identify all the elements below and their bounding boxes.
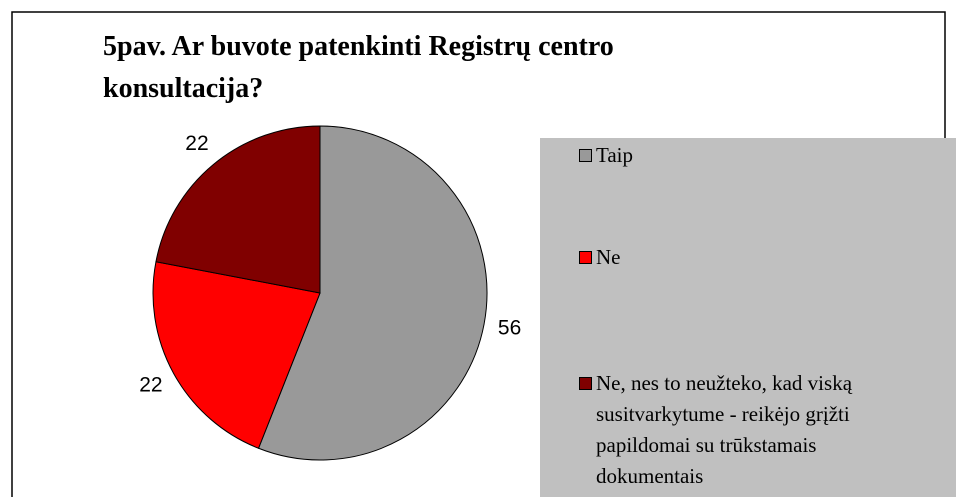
pie-slice [155, 125, 321, 294]
legend-swatch [579, 149, 592, 162]
legend-label: Taip [596, 143, 634, 167]
data-label: 22 [185, 132, 208, 155]
legend-entry: Taip [579, 140, 920, 171]
legend-entry: Ne [579, 242, 920, 273]
chart-title: 5pav. Ar buvote patenkinti Registrų cent… [103, 31, 614, 104]
legend-label: Ne [596, 245, 621, 269]
legend-label: Ne, nes to neužteko, kad viską susitvark… [596, 371, 853, 488]
pie-slice [152, 261, 321, 449]
legend-swatch [579, 377, 592, 390]
legend-entry: Ne, nes to neužteko, kad viską susitvark… [579, 368, 920, 492]
legend-swatch [579, 251, 592, 264]
legend: Taip Ne Ne, nes to neužteko, kad viską sus… [540, 138, 956, 497]
data-label: 56 [498, 317, 521, 340]
pie-slice [257, 125, 488, 461]
data-label: 22 [139, 374, 162, 397]
